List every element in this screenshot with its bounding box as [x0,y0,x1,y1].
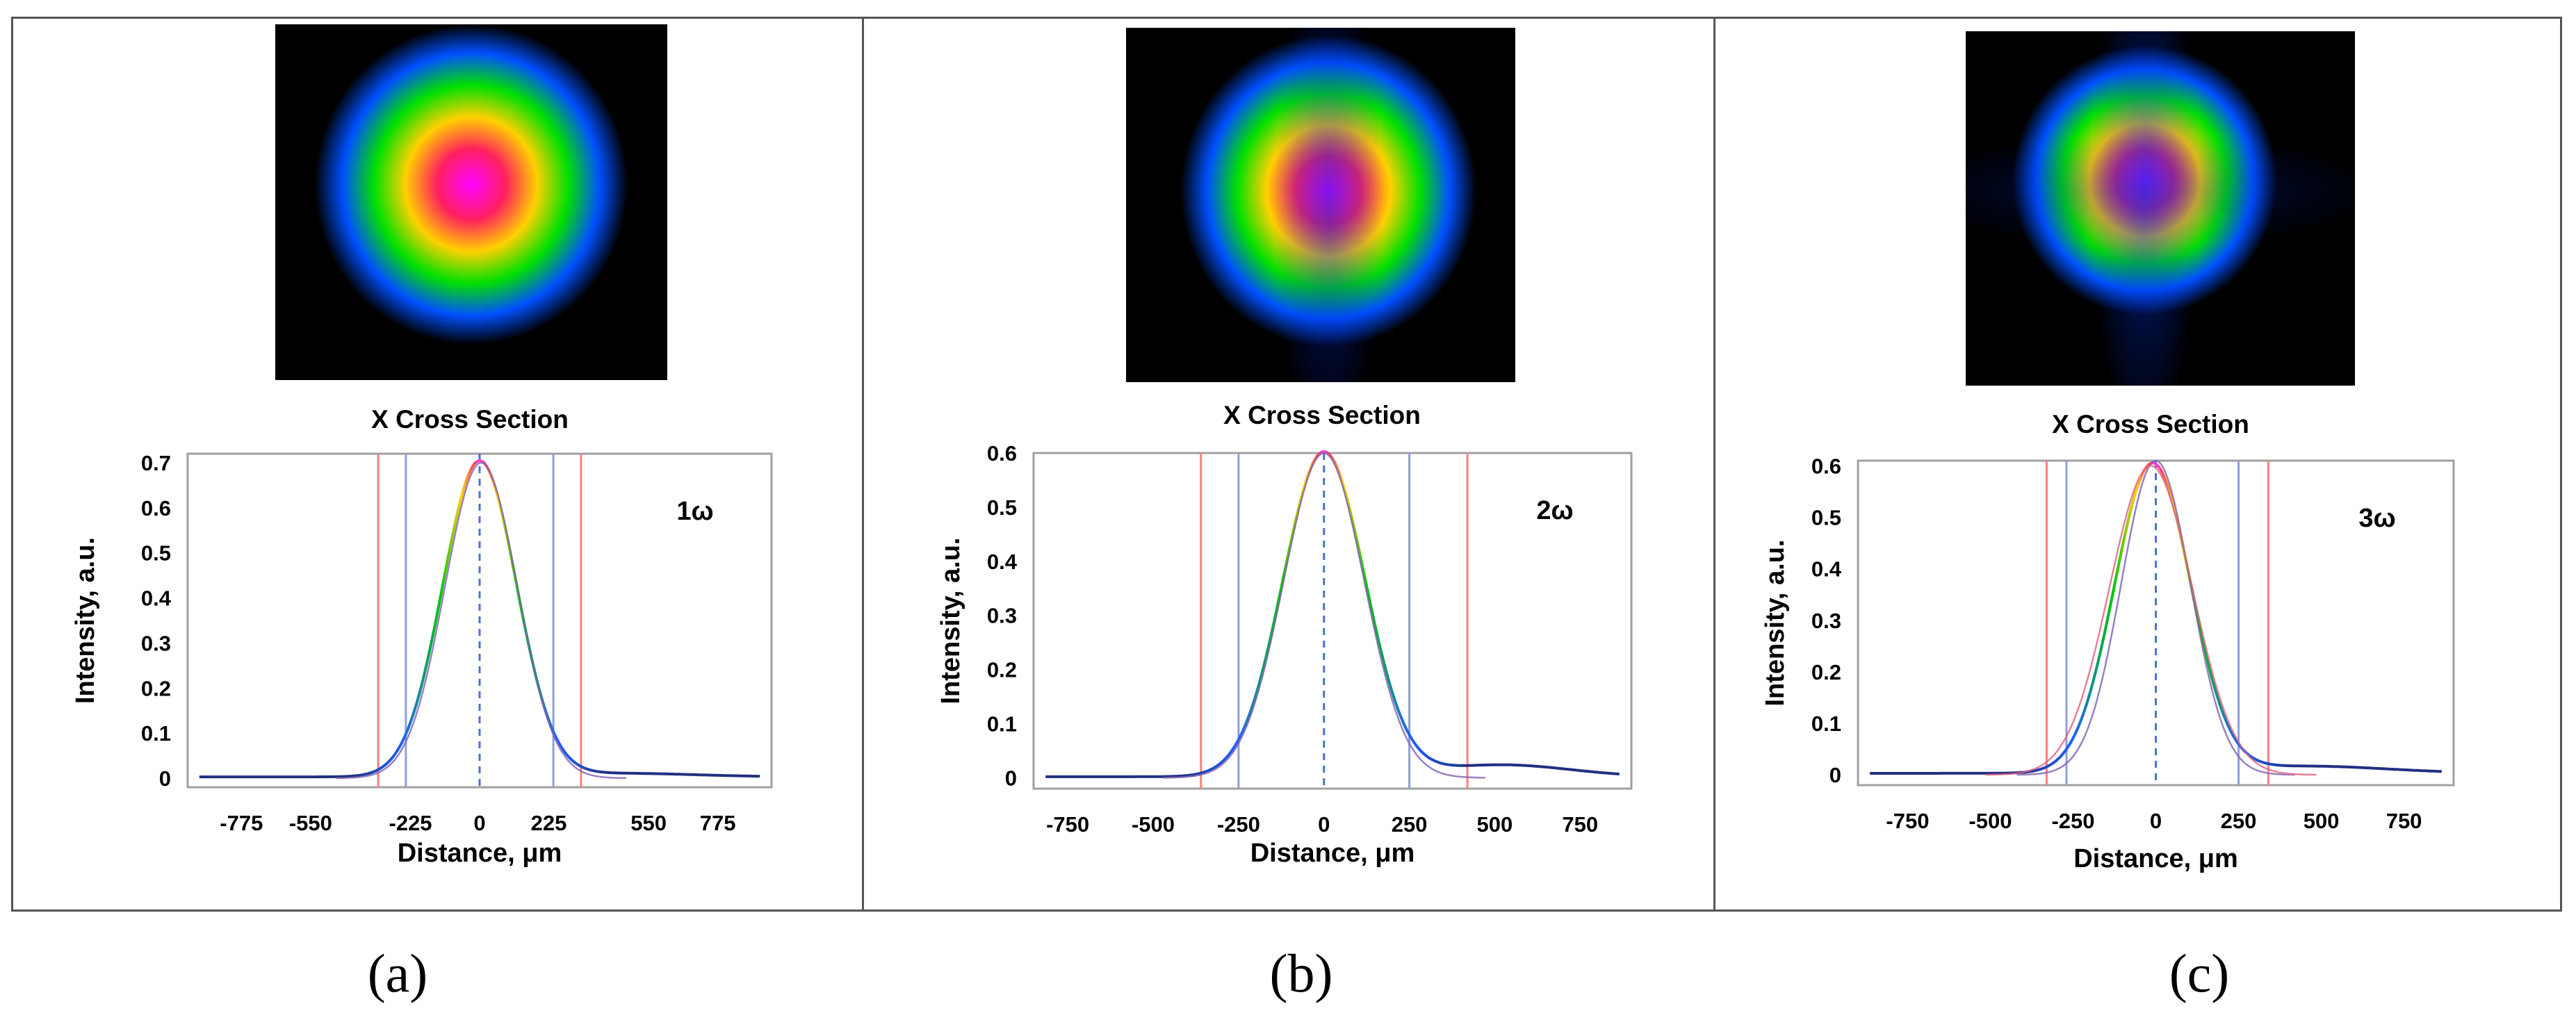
panel-label-b: (b) [1269,943,1333,1003]
y-tick-label: 0.1 [141,721,171,746]
y-tick-label: 0.3 [141,631,171,655]
y-axis-label: Intensity, a.u. [936,537,965,704]
y-tick-label: 0.5 [141,541,171,566]
y-tick-label: 0.5 [1811,506,1841,530]
y-tick-label: 0 [1829,763,1841,787]
x-axis-label: Distance, μm [2073,844,2238,873]
y-tick-label: 0.1 [987,712,1017,737]
x-tick-label: 775 [700,811,736,835]
panel-divider [1713,17,1715,912]
x-tick-label: 0 [2150,809,2162,833]
chart-title: X Cross Section [371,405,569,434]
x-tick-label: 550 [630,811,667,835]
y-tick-label: 0.4 [987,550,1018,574]
y-tick-label: 0.2 [1811,660,1841,684]
beam-profile-image-a [275,24,667,380]
y-tick-label: 0.5 [987,495,1017,520]
series-curve-gaussian-fit [336,461,626,780]
x-tick-label: 0 [1318,812,1330,837]
cross-section-chart-a: X Cross Section -775 -550 -225 0 225 550 775 0 0.… [71,405,773,868]
x-tick-label: 250 [2221,809,2257,833]
y-tick-label: 0.6 [987,441,1017,466]
cross-section-chart-b: X Cross Section -750 -500 -250 0 250 500 750 0 0.… [936,401,1633,868]
harmonic-label: 3ω [2358,504,2395,533]
x-tick-label: 500 [1477,812,1513,837]
series-curve-gaussian-fit [2016,459,2295,776]
x-tick-label: -775 [220,811,263,835]
series-curve-measured [199,459,760,779]
x-tick-label: 0 [473,811,485,835]
figure-frame [11,17,2562,912]
harmonic-label: 1ω [676,497,713,526]
harmonic-label: 2ω [1536,496,1573,525]
x-tick-label: -550 [289,811,332,835]
x-tick-label: -250 [2051,809,2094,833]
series-curve-gaussian-fit [1162,452,1485,779]
x-tick-label: -500 [1132,812,1175,837]
series-curve-measured [1045,450,1620,778]
x-tick-label: 750 [1562,812,1598,837]
y-tick-label: 0.4 [141,586,172,611]
chart-title: X Cross Section [2052,410,2249,438]
y-tick-label: 0.4 [1811,557,1842,582]
beam-profile-image-c [1966,31,2355,386]
x-tick-label: -750 [1046,812,1089,837]
panel-divider [862,17,864,912]
x-tick-label: 225 [531,811,567,835]
x-tick-label: 500 [2304,809,2340,833]
x-axis-label: Distance, μm [398,839,562,868]
plot-area-frame [1032,452,1633,790]
y-tick-label: 0.6 [1811,454,1841,478]
series-curve-fit-2 [1985,465,2317,776]
y-tick-label: 0.3 [987,604,1017,628]
y-tick-label: 0.7 [141,451,171,475]
y-tick-label: 0.3 [1811,609,1841,633]
series-curve-measured [1870,461,2442,775]
y-tick-label: 0 [1005,766,1017,790]
beam-profile-image-b [1126,28,1515,382]
y-tick-label: 0.2 [141,676,171,700]
x-tick-label: 750 [2386,809,2422,833]
y-axis-label: Intensity, a.u. [71,537,100,704]
x-tick-label: -500 [1968,809,2012,833]
cross-section-chart-c: X Cross Section -750 -500 -250 0 250 500 750 0 0.… [1761,410,2455,873]
y-tick-label: 0 [159,766,171,791]
x-axis-label: Distance, μm [1250,839,1415,868]
panel-label-a: (a) [367,943,428,1003]
x-tick-label: -750 [1886,809,1929,833]
y-axis-label: Intensity, a.u. [1761,539,1790,706]
x-tick-label: -225 [389,811,432,835]
x-tick-label: 250 [1392,812,1428,837]
y-tick-label: 0.6 [141,496,171,520]
x-tick-label: -250 [1217,812,1260,837]
y-tick-label: 0.1 [1811,711,1841,736]
panel-label-c: (c) [2169,943,2230,1003]
chart-title: X Cross Section [1223,401,1421,429]
y-tick-label: 0.2 [987,658,1017,682]
